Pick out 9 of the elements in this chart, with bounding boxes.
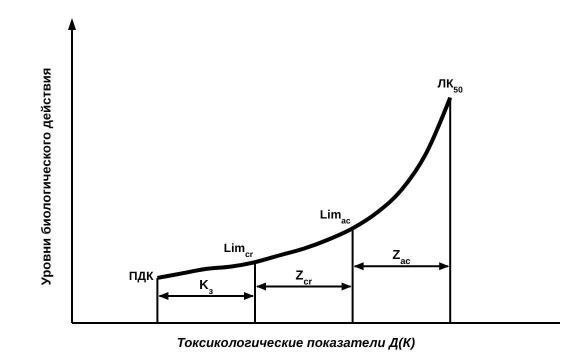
annotation: ПДК [128,268,154,283]
annotation: Lim$_{ac}$ [320,207,351,226]
y-axis-title: Уровни биологического действия [38,68,54,286]
x-axis-title: Токсикологические показатели Д(К) [176,335,416,350]
text: ЛК$_{50}$ [438,76,464,95]
annotation: K$_{з}$ [199,276,214,296]
annotation: Z$_{ac}$ [392,247,410,266]
annotation: Lim$_{cr}$ [224,241,254,260]
annotation: Z$_{cr}$ [296,267,313,286]
